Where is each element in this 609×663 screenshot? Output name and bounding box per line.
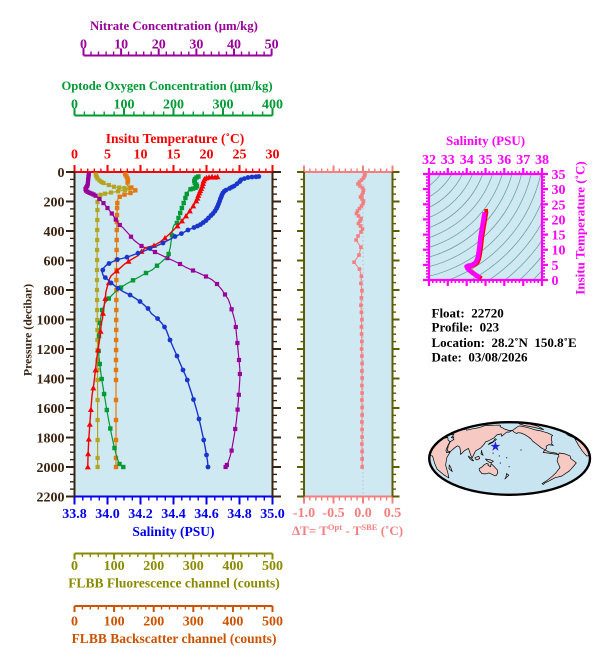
svg-text:38: 38 [535,153,549,168]
svg-text:30: 30 [189,38,203,53]
svg-text:30: 30 [552,183,566,198]
svg-text:Date: 03/08/2026: Date: 03/08/2026 [432,350,529,365]
svg-text:35: 35 [552,168,566,183]
svg-text:1000: 1000 [37,314,65,329]
svg-text:300: 300 [183,559,204,574]
svg-text:FLBB Fluorescence channel (cou: FLBB Fluorescence channel (counts) [68,576,280,591]
svg-text:500: 500 [262,559,283,574]
svg-text:15: 15 [552,229,566,244]
svg-text:500: 500 [262,615,283,630]
svg-text:100: 100 [104,615,125,630]
svg-text:10: 10 [114,38,128,53]
svg-text:400: 400 [262,98,283,113]
svg-text:0.5: 0.5 [384,506,402,521]
svg-text:34.8: 34.8 [227,507,252,522]
svg-text:0: 0 [71,98,78,113]
svg-text:400: 400 [44,225,65,240]
svg-text:30: 30 [266,148,280,163]
svg-text:0: 0 [71,148,78,163]
svg-text:20: 20 [552,213,566,228]
svg-text:36: 36 [497,153,511,168]
svg-text:Insitu Temperature (˚C): Insitu Temperature (˚C) [573,161,588,294]
svg-text:20: 20 [200,148,214,163]
svg-text:35.0: 35.0 [260,507,285,522]
svg-text:0: 0 [71,615,78,630]
svg-text:Salinity (PSU): Salinity (PSU) [132,524,214,539]
svg-text:50: 50 [265,38,279,53]
svg-text:100: 100 [104,559,125,574]
svg-text:Pressure (decibar): Pressure (decibar) [21,284,35,376]
svg-text:5: 5 [552,259,559,274]
svg-text:300: 300 [213,98,234,113]
svg-text:200: 200 [143,559,164,574]
svg-text:0.0: 0.0 [354,506,372,521]
svg-text:600: 600 [44,255,65,270]
svg-text:2200: 2200 [37,491,65,506]
svg-text:Float: 22720: Float: 22720 [432,306,504,321]
svg-text:-1.0: -1.0 [293,506,315,521]
svg-text:Optode Oxygen Concentration (μ: Optode Oxygen Concentration (μm/kg) [61,79,272,93]
svg-text:25: 25 [233,148,247,163]
svg-text:ΔT= TOpt - TSBE (˚C): ΔT= TOpt - TSBE (˚C) [292,522,403,538]
svg-text:1400: 1400 [37,373,65,388]
svg-text:200: 200 [163,98,184,113]
svg-text:25: 25 [552,198,566,213]
svg-text:Location: 28.2˚N 150.8˚E: Location: 28.2˚N 150.8˚E [432,335,577,350]
svg-text:0: 0 [58,166,65,181]
svg-text:37: 37 [516,153,530,168]
svg-text:400: 400 [222,615,243,630]
svg-text:800: 800 [44,284,65,299]
svg-text:-0.5: -0.5 [322,506,344,521]
svg-text:32: 32 [422,153,436,168]
svg-text:35: 35 [479,153,493,168]
svg-text:2000: 2000 [37,461,65,476]
svg-text:1600: 1600 [37,402,65,417]
svg-text:Nitrate Concentration (μm/kg): Nitrate Concentration (μm/kg) [90,19,258,33]
svg-text:1800: 1800 [37,432,65,447]
svg-text:34.0: 34.0 [95,507,120,522]
svg-text:33: 33 [441,153,455,168]
svg-text:400: 400 [222,559,243,574]
svg-text:200: 200 [143,615,164,630]
svg-text:20: 20 [152,38,166,53]
svg-text:0: 0 [71,559,78,574]
svg-text:300: 300 [183,615,204,630]
svg-text:33.8: 33.8 [62,507,87,522]
svg-text:34.2: 34.2 [128,507,153,522]
svg-text:Insitu Temperature (˚C): Insitu Temperature (˚C) [106,131,245,146]
svg-text:34.6: 34.6 [194,507,219,522]
svg-text:Salinity (PSU): Salinity (PSU) [446,133,525,148]
svg-text:100: 100 [114,98,135,113]
svg-text:34.4: 34.4 [161,507,186,522]
svg-text:15: 15 [167,148,181,163]
svg-text:1200: 1200 [37,343,65,358]
svg-text:FLBB Backscatter channel (coun: FLBB Backscatter channel (counts) [72,631,277,646]
svg-text:0: 0 [552,274,559,289]
svg-text:40: 40 [227,38,241,53]
svg-text:5: 5 [104,148,111,163]
svg-text:200: 200 [44,196,65,211]
svg-text:0: 0 [80,38,87,53]
svg-text:10: 10 [134,148,148,163]
svg-text:Profile: 023: Profile: 023 [432,320,500,335]
svg-text:34: 34 [460,153,474,168]
svg-text:10: 10 [552,244,566,259]
